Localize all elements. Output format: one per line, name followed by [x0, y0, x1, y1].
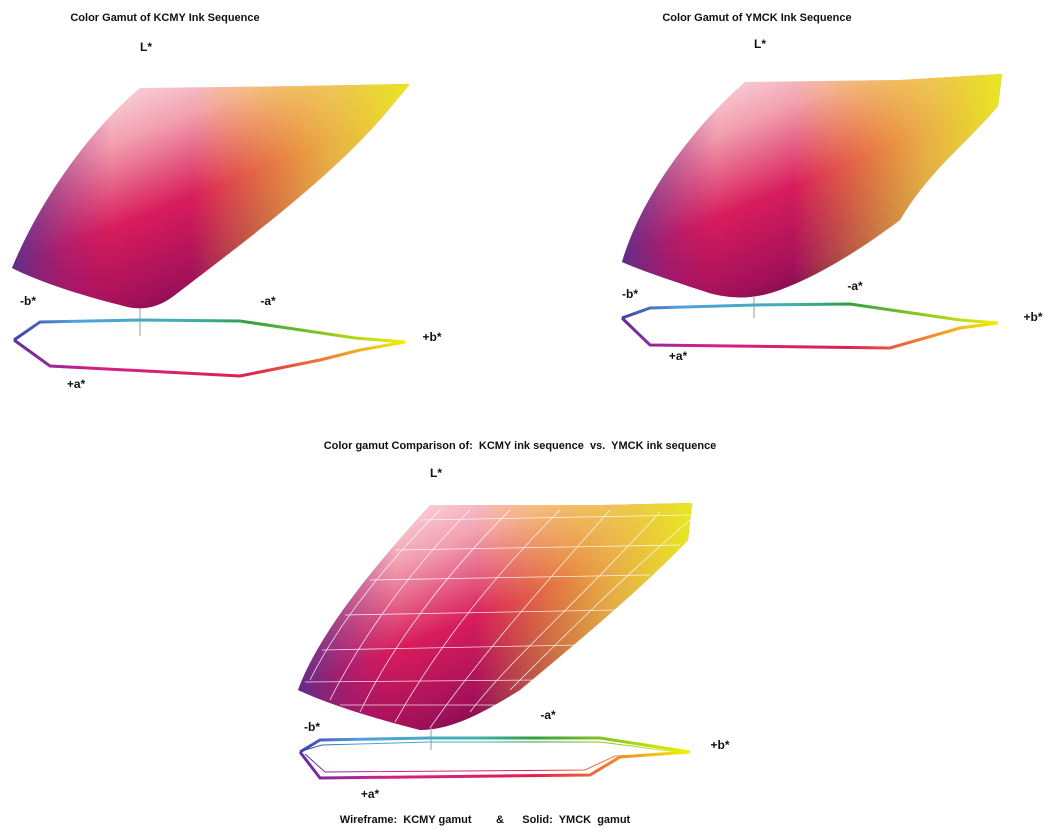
axis-label: L*	[140, 40, 152, 54]
axis-label: -b*	[622, 287, 638, 301]
panel-comparison: Color gamut Comparison of: KCMY ink sequ…	[298, 440, 730, 826]
axis-label: +b*	[1023, 310, 1042, 324]
panel-kcmy: Color Gamut of KCMY Ink Sequence L* -b* …	[12, 12, 442, 391]
axis-label: -b*	[20, 294, 36, 308]
axis-label: +b*	[710, 738, 729, 752]
axis-label: +a*	[67, 377, 86, 391]
axis-label: -a*	[847, 279, 863, 293]
panel-title: Color Gamut of YMCK Ink Sequence	[662, 12, 851, 24]
axis-label: +a*	[361, 787, 380, 801]
hue-ring-lower	[300, 752, 690, 778]
hue-ring-upper	[622, 304, 998, 323]
page: Color Gamut of KCMY Ink Sequence L* -b* …	[0, 0, 1044, 831]
hue-ring-wire	[305, 753, 685, 772]
caption: Wireframe: KCMY gamut & Solid: YMCK gamu…	[340, 814, 631, 826]
axis-label: -b*	[304, 720, 320, 734]
hue-ring-lower	[14, 340, 405, 376]
hue-ring-lower	[622, 318, 998, 348]
axis-label: L*	[430, 466, 442, 480]
panel-ymck: Color Gamut of YMCK Ink Sequence L* -b* …	[622, 12, 1043, 363]
gamut-solid	[12, 84, 410, 308]
hue-ring-upper	[14, 320, 405, 342]
figure: Color Gamut of KCMY Ink Sequence L* -b* …	[0, 0, 1044, 831]
axis-label: L*	[754, 37, 766, 51]
panel-title: Color gamut Comparison of: KCMY ink sequ…	[324, 440, 717, 452]
gamut-solid	[622, 74, 1002, 298]
panel-title: Color Gamut of KCMY Ink Sequence	[70, 12, 259, 24]
axis-label: -a*	[260, 294, 276, 308]
axis-label: +b*	[422, 330, 441, 344]
hue-ring-upper	[300, 738, 690, 752]
axis-label: -a*	[540, 708, 556, 722]
axis-label: +a*	[669, 349, 688, 363]
gamut-solid	[298, 503, 692, 730]
